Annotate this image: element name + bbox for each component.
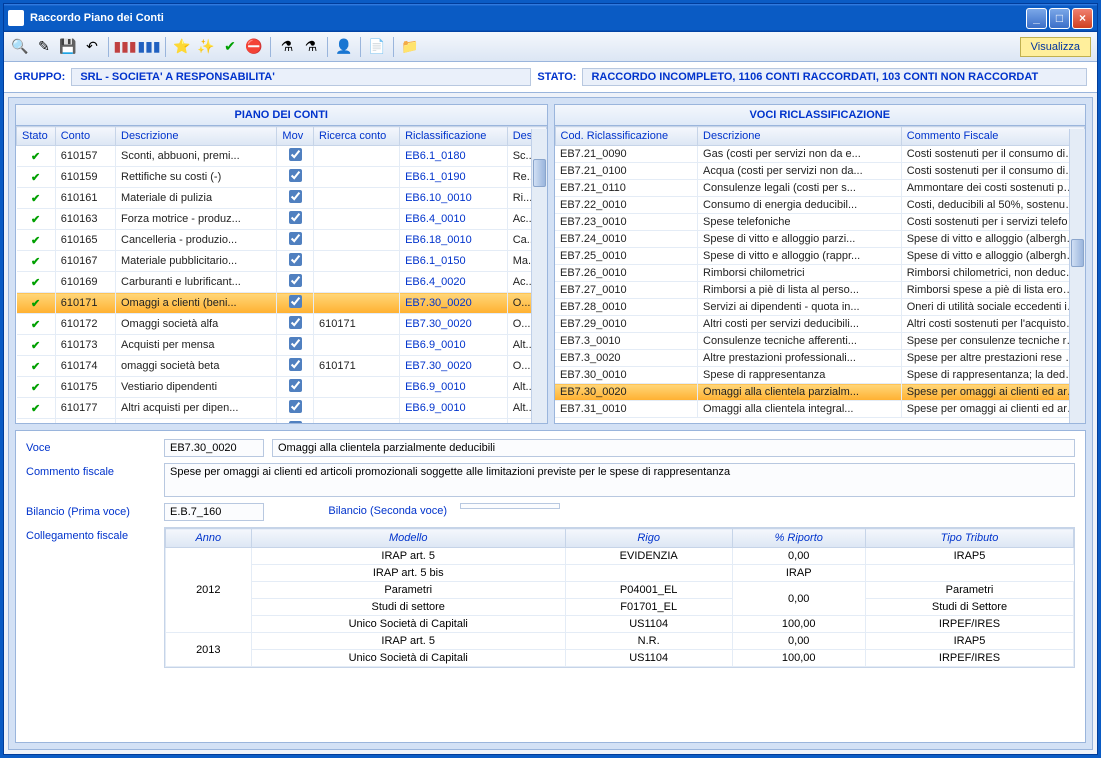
filter-star-icon[interactable]: ⚗ [301, 37, 321, 57]
table-row[interactable]: IRAP art. 5 bisIRAP [166, 565, 1074, 582]
table-row[interactable]: 2013IRAP art. 5N.R.0,00IRAP5 [166, 633, 1074, 650]
piano-conti-panel: PIANO DEI CONTI StatoContoDescrizioneMov… [15, 104, 548, 424]
main-area: PIANO DEI CONTI StatoContoDescrizioneMov… [8, 97, 1093, 750]
table-row[interactable]: Studi di settoreF01701_ELStudi di Settor… [166, 599, 1074, 616]
table-row[interactable]: ✔610169Carburanti e lubrificant...EB6.4_… [17, 272, 547, 293]
table-row[interactable]: EB7.24_0010Spese di vitto e alloggio par… [555, 231, 1085, 248]
minimize-button[interactable]: _ [1026, 8, 1047, 29]
bilancio1-field[interactable]: E.B.7_160 [164, 503, 264, 521]
table-row[interactable]: ✔610171Omaggi a clienti (beni...EB7.30_0… [17, 293, 547, 314]
table-row[interactable]: EB7.30_0010Spese di rappresentanzaSpese … [555, 367, 1085, 384]
wand-icon[interactable]: ✨ [196, 37, 216, 57]
separator [360, 37, 361, 57]
table-row[interactable]: EB7.28_0010Servizi ai dipendenti - quota… [555, 299, 1085, 316]
visualizza-button[interactable]: Visualizza [1020, 37, 1091, 57]
window-controls: _ □ × [1026, 8, 1093, 29]
voce-desc[interactable]: Omaggi alla clientela parzialmente deduc… [272, 439, 1075, 457]
stato-value: RACCORDO INCOMPLETO, 1106 CONTI RACCORDA… [582, 68, 1087, 86]
check-icon[interactable]: ✔ [220, 37, 240, 57]
edit-icon[interactable]: ✎ [34, 37, 54, 57]
window-title: Raccordo Piano dei Conti [30, 12, 1026, 24]
table-row[interactable]: ✔610172Omaggi società alfa610171EB7.30_0… [17, 314, 547, 335]
table-row[interactable]: ✔610167Materiale pubblicitario...EB6.1_0… [17, 251, 547, 272]
stato-label: STATO: [537, 71, 576, 83]
gruppo-value: SRL - SOCIETA' A RESPONSABILITA' [71, 68, 531, 86]
table-row[interactable]: ✔610173Acquisti per mensaEB6.9_0010Alt..… [17, 335, 547, 356]
gruppo-label: GRUPPO: [14, 71, 65, 83]
table-row[interactable]: EB7.30_0020Omaggi alla clientela parzial… [555, 384, 1085, 401]
piano-conti-grid[interactable]: StatoContoDescrizioneMovRicerca contoRic… [16, 126, 547, 423]
table-row[interactable]: ✔610175Vestiario dipendentiEB6.9_0010Alt… [17, 377, 547, 398]
separator [165, 37, 166, 57]
user-icon[interactable]: 👤 [334, 37, 354, 57]
scrollbar[interactable] [531, 129, 547, 423]
collegamento-table[interactable]: AnnoModelloRigo% RiportoTipo Tributo2012… [164, 527, 1075, 668]
barcode-icon[interactable]: ▮▮▮ [115, 37, 135, 57]
table-row[interactable]: ✔610157Sconti, abbuoni, premi...EB6.1_01… [17, 146, 547, 167]
close-button[interactable]: × [1072, 8, 1093, 29]
table-row[interactable]: ParametriP04001_EL0,00Parametri [166, 582, 1074, 599]
filter-icon[interactable]: ⚗ [277, 37, 297, 57]
barcode2-icon[interactable]: ▮▮▮ [139, 37, 159, 57]
separator [393, 37, 394, 57]
table-row[interactable]: ✔610190omaggi società gamma610171EB7.30_… [17, 419, 547, 424]
forbid-icon[interactable]: ⛔ [244, 37, 264, 57]
separator [270, 37, 271, 57]
exit-icon[interactable]: 📁 [400, 37, 420, 57]
titlebar[interactable]: Raccordo Piano dei Conti _ □ × [4, 4, 1097, 32]
table-row[interactable]: ✔610161Materiale di puliziaEB6.10_0010Ri… [17, 188, 547, 209]
separator [108, 37, 109, 57]
table-row[interactable]: EB7.26_0010Rimborsi chilometriciRimborsi… [555, 265, 1085, 282]
bilancio2-field[interactable] [460, 503, 560, 509]
voci-riclass-grid[interactable]: Cod. RiclassificazioneDescrizioneComment… [555, 126, 1086, 423]
search-icon[interactable]: 🔍 [10, 37, 30, 57]
toolbar: 🔍 ✎ 💾 ↶ ▮▮▮ ▮▮▮ ⭐ ✨ ✔ ⛔ ⚗ ⚗ 👤 📄 📁 Visual… [4, 32, 1097, 62]
commento-label: Commento fiscale [26, 463, 156, 478]
piano-conti-title: PIANO DEI CONTI [16, 105, 547, 126]
table-row[interactable]: ✔610165Cancelleria - produzio...EB6.18_0… [17, 230, 547, 251]
table-row[interactable]: EB7.21_0100Acqua (costi per servizi non … [555, 163, 1085, 180]
maximize-button[interactable]: □ [1049, 8, 1070, 29]
table-row[interactable]: EB7.3_0020Altre prestazioni professional… [555, 350, 1085, 367]
voci-riclass-panel: VOCI RICLASSIFICAZIONE Cod. Riclassifica… [554, 104, 1087, 424]
table-row[interactable]: Unico Società di CapitaliUS1104100,00IRP… [166, 650, 1074, 667]
bilancio2-label: Bilancio (Seconda voce) [272, 503, 452, 519]
table-row[interactable]: ✔610159Rettifiche su costi (-)EB6.1_0190… [17, 167, 547, 188]
commento-field[interactable]: Spese per omaggi ai clienti ed articoli … [164, 463, 1075, 497]
detail-panel: Voce EB7.30_0020 Omaggi alla clientela p… [15, 430, 1086, 743]
table-row[interactable]: EB7.27_0010Rimborsi a piè di lista al pe… [555, 282, 1085, 299]
app-icon [8, 10, 24, 26]
info-strip: GRUPPO: SRL - SOCIETA' A RESPONSABILITA'… [4, 62, 1097, 93]
voce-code[interactable]: EB7.30_0020 [164, 439, 264, 457]
table-row[interactable]: EB7.3_0010Consulenze tecniche afferenti.… [555, 333, 1085, 350]
undo-icon[interactable]: ↶ [82, 37, 102, 57]
table-row[interactable]: ✔610174omaggi società beta610171EB7.30_0… [17, 356, 547, 377]
voce-label: Voce [26, 439, 156, 454]
bilancio1-label: Bilancio (Prima voce) [26, 503, 156, 518]
table-row[interactable]: ✔610163Forza motrice - produz...EB6.4_00… [17, 209, 547, 230]
table-row[interactable]: 2012IRAP art. 5EVIDENZIA0,00IRAP5 [166, 548, 1074, 565]
voci-riclass-title: VOCI RICLASSIFICAZIONE [555, 105, 1086, 126]
window: Raccordo Piano dei Conti _ □ × 🔍 ✎ 💾 ↶ ▮… [3, 3, 1098, 755]
star-icon[interactable]: ⭐ [172, 37, 192, 57]
table-row[interactable]: ✔610177Altri acquisti per dipen...EB6.9_… [17, 398, 547, 419]
table-row[interactable]: EB7.21_0090Gas (costi per servizi non da… [555, 146, 1085, 163]
tables-row: PIANO DEI CONTI StatoContoDescrizioneMov… [15, 104, 1086, 424]
export-icon[interactable]: 📄 [367, 37, 387, 57]
table-row[interactable]: EB7.31_0010Omaggi alla clientela integra… [555, 401, 1085, 418]
table-row[interactable]: EB7.23_0010Spese telefonicheCosti sosten… [555, 214, 1085, 231]
separator [327, 37, 328, 57]
table-row[interactable]: EB7.25_0010Spese di vitto e alloggio (ra… [555, 248, 1085, 265]
table-row[interactable]: EB7.29_0010Altri costi per servizi deduc… [555, 316, 1085, 333]
table-row[interactable]: Unico Società di CapitaliUS1104100,00IRP… [166, 616, 1074, 633]
colleg-label: Collegamento fiscale [26, 527, 156, 542]
table-row[interactable]: EB7.21_0110Consulenze legali (costi per … [555, 180, 1085, 197]
table-row[interactable]: EB7.22_0010Consumo di energia deducibil.… [555, 197, 1085, 214]
scrollbar[interactable] [1069, 129, 1085, 423]
save-icon[interactable]: 💾 [58, 37, 78, 57]
